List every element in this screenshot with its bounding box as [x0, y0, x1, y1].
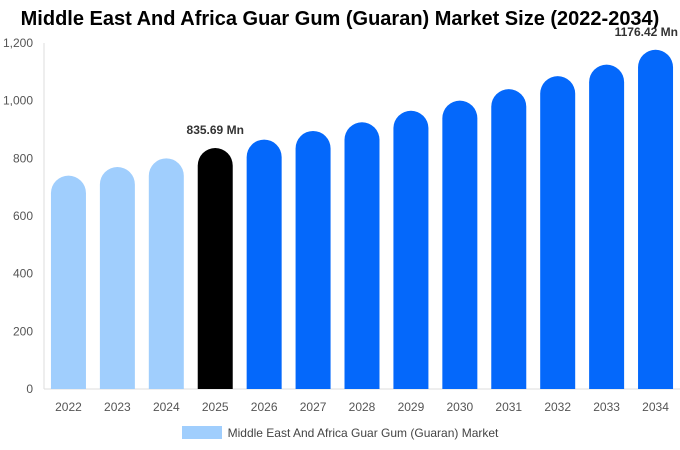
x-tick-label: 2027: [300, 400, 327, 414]
x-tick-label: 2025: [202, 400, 229, 414]
bar-2027[interactable]: [295, 130, 331, 390]
bar-2031[interactable]: [491, 89, 527, 389]
y-tick-label: 200: [13, 324, 33, 338]
legend: Middle East And Africa Guar Gum (Guaran)…: [0, 425, 680, 440]
bar-2022[interactable]: [50, 175, 86, 389]
x-tick-label: 2023: [104, 400, 131, 414]
data-label: 1176.42 Mn: [615, 25, 678, 39]
x-tick-label: 2031: [495, 400, 522, 414]
y-tick-label: 0: [26, 382, 33, 396]
bar-2029[interactable]: [393, 110, 429, 389]
bar-2026[interactable]: [246, 139, 282, 389]
legend-swatch: [181, 426, 222, 440]
bar-2034[interactable]: [638, 49, 674, 390]
bar-2025[interactable]: [197, 148, 233, 389]
bar-2024[interactable]: [148, 158, 184, 389]
x-tick-label: 2034: [642, 400, 669, 414]
x-tick-label: 2024: [153, 400, 180, 414]
bar-2033[interactable]: [589, 64, 625, 389]
legend-label: Middle East And Africa Guar Gum (Guaran)…: [227, 425, 499, 440]
y-tick-label: 1,000: [3, 94, 33, 108]
y-tick-label: 1,200: [3, 36, 33, 50]
x-tick-label: 2030: [446, 400, 473, 414]
y-tick-label: 600: [13, 209, 33, 223]
bar-2023[interactable]: [99, 166, 135, 389]
x-tick-label: 2028: [349, 400, 376, 414]
x-tick-label: 2022: [55, 400, 82, 414]
x-tick-label: 2032: [544, 400, 571, 414]
y-tick-label: 800: [13, 151, 33, 165]
bar-2032[interactable]: [540, 76, 576, 390]
y-tick-label: 400: [13, 267, 33, 281]
x-tick-label: 2033: [593, 400, 620, 414]
x-tick-label: 2029: [398, 400, 425, 414]
x-tick-label: 2026: [251, 400, 278, 414]
bar-2028[interactable]: [344, 122, 380, 389]
chart-title: Middle East And Africa Guar Gum (Guaran)…: [20, 8, 660, 30]
data-label: 835.69 Mn: [187, 123, 244, 137]
bar-2030[interactable]: [442, 100, 478, 390]
